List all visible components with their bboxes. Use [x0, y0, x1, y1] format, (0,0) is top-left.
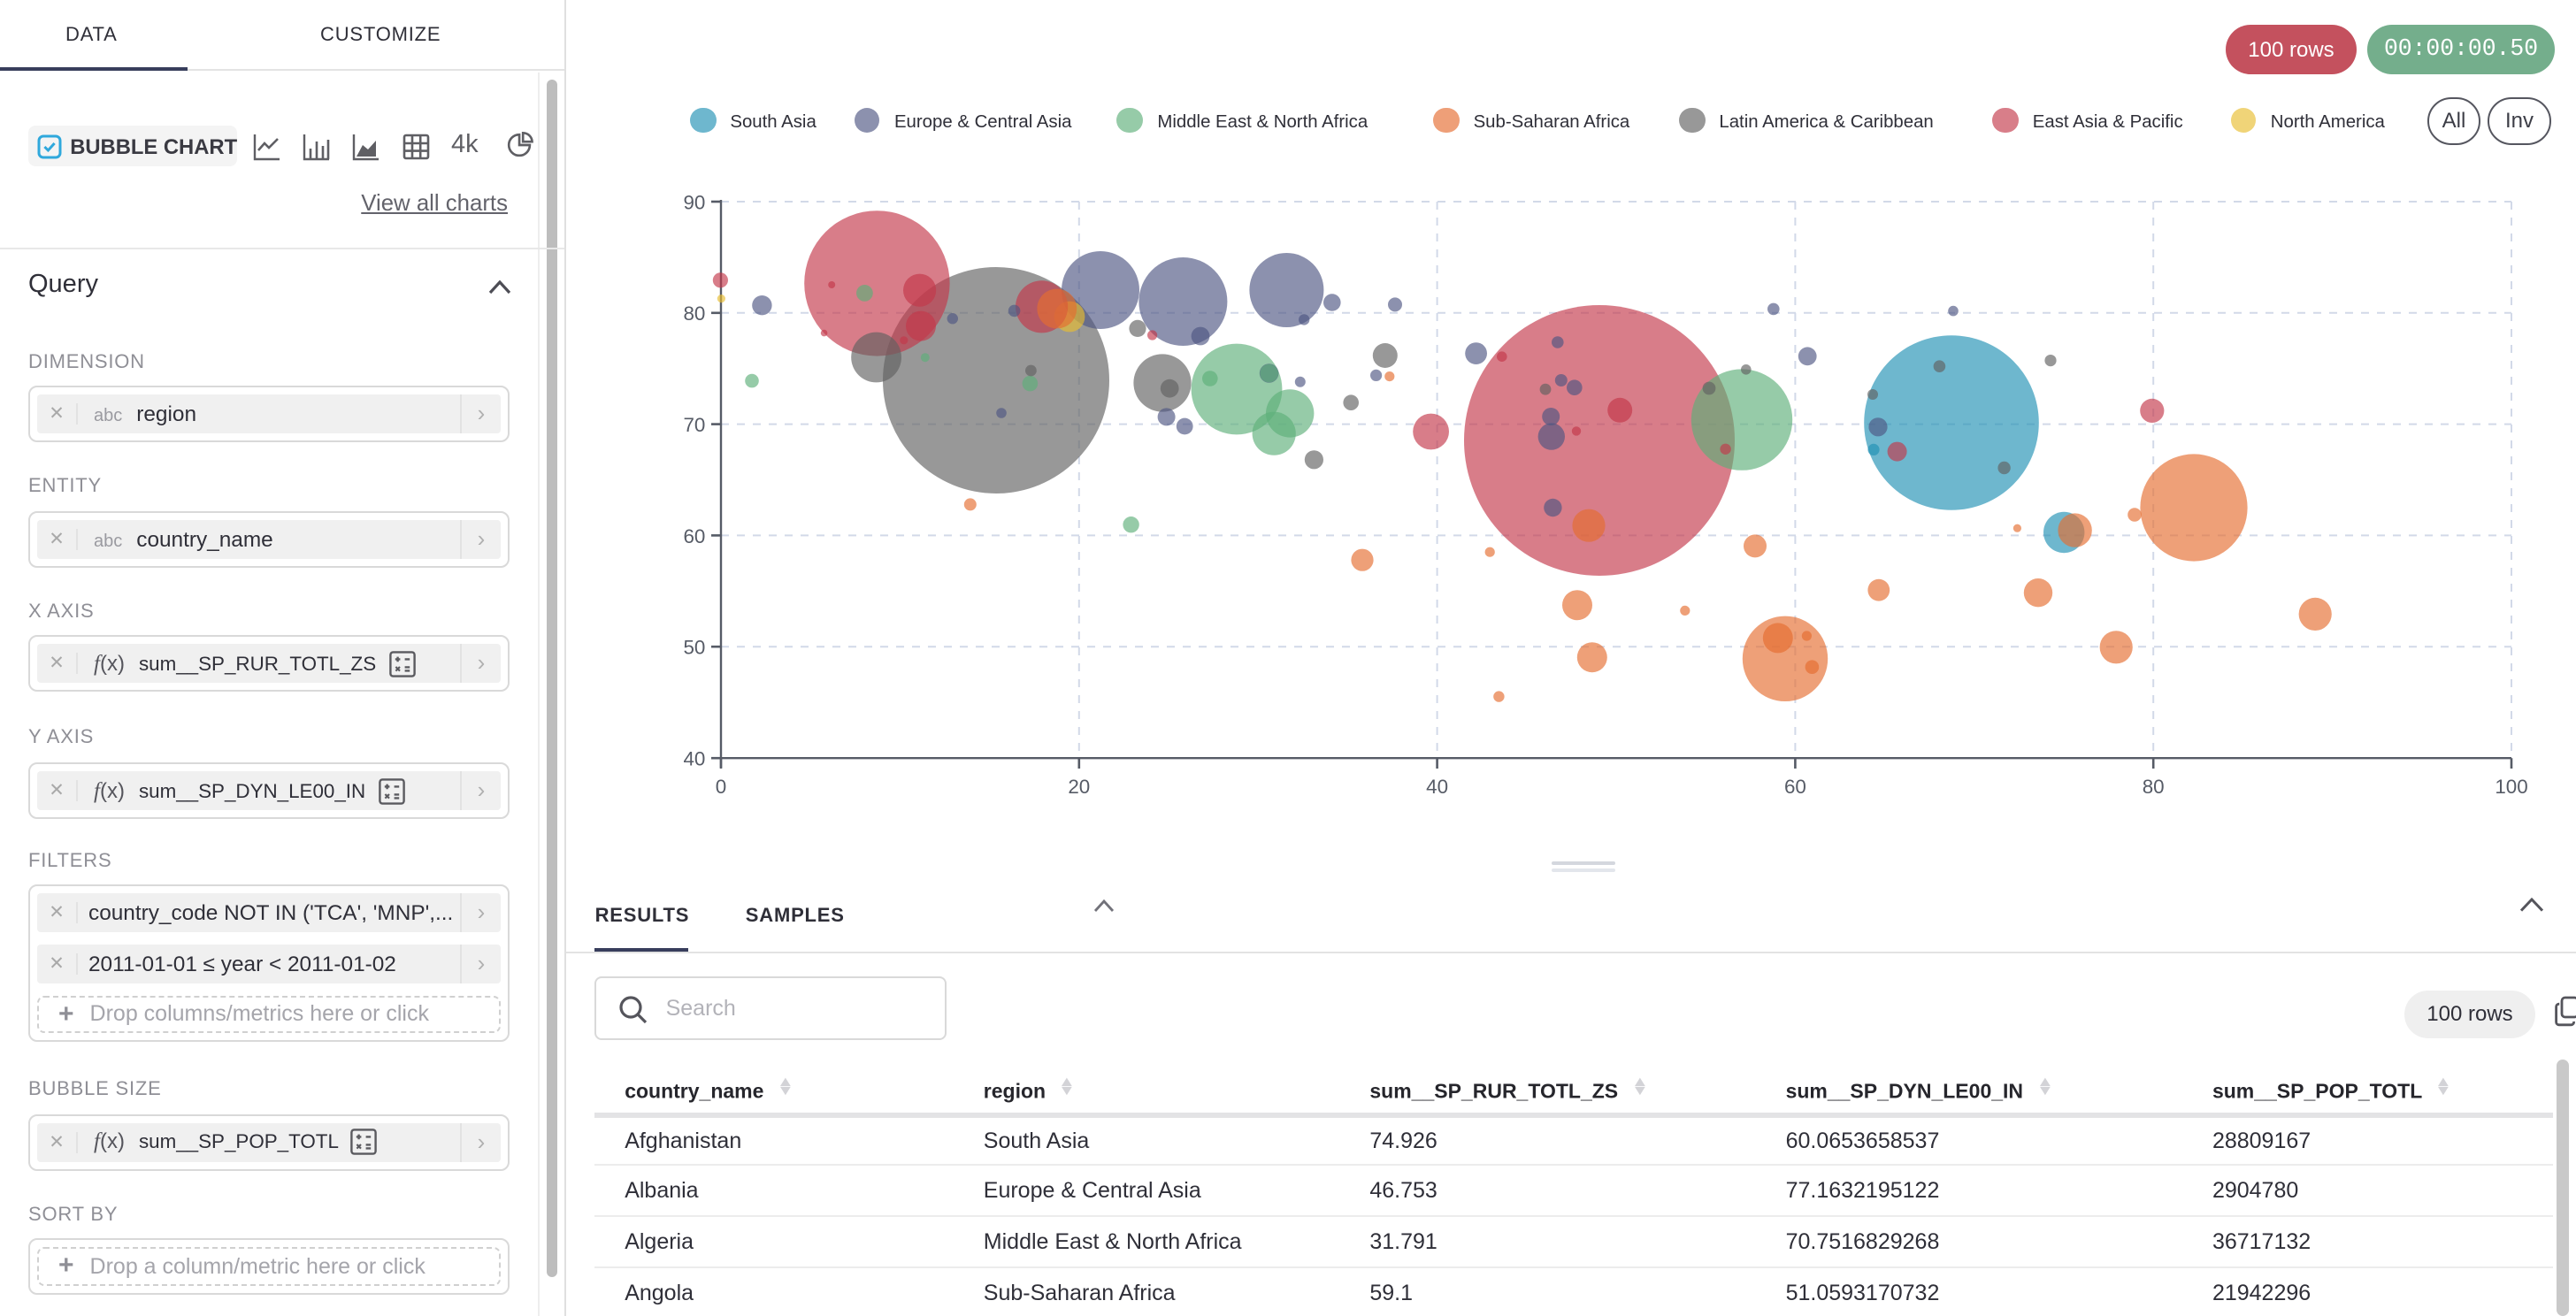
svg-text:20: 20 [1068, 776, 1090, 798]
svg-text:80: 80 [2143, 776, 2165, 798]
svg-text:40: 40 [683, 748, 705, 770]
svg-text:80: 80 [683, 302, 705, 325]
svg-text:70: 70 [683, 414, 705, 436]
svg-text:90: 90 [683, 191, 705, 213]
svg-text:100: 100 [2495, 776, 2527, 798]
svg-text:60: 60 [1784, 776, 1806, 798]
svg-text:60: 60 [683, 525, 705, 547]
svg-text:0: 0 [716, 776, 726, 798]
svg-text:50: 50 [683, 637, 705, 659]
svg-text:40: 40 [1426, 776, 1448, 798]
